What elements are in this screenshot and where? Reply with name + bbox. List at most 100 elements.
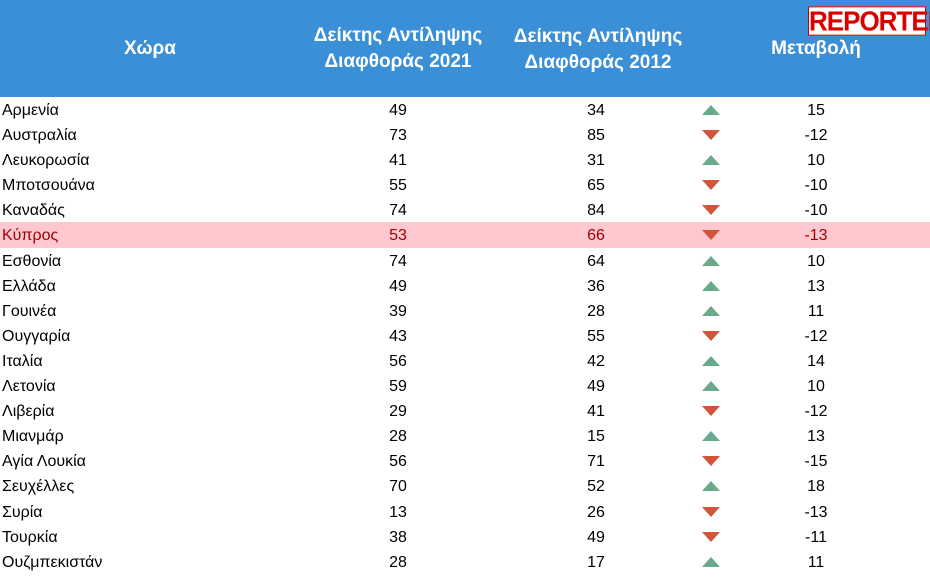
- country-cell: Γουινέα: [2, 302, 57, 320]
- table-row: Αρμενία 49 34 15: [0, 97, 930, 122]
- triangle-up-icon: [701, 298, 721, 323]
- change-cell: 15: [807, 102, 825, 119]
- change-cell: -10: [804, 177, 828, 195]
- table-header: Χώρα Δείκτης Αντίληψης Διαφθοράς 2021 Δε…: [0, 0, 930, 97]
- triangle-up-icon: [701, 423, 721, 448]
- cpi-2012-cell: 84: [587, 202, 605, 220]
- change-cell: -10: [804, 202, 828, 220]
- triangle-up-icon: [701, 248, 721, 273]
- triangle-up-icon: [701, 473, 721, 498]
- table-row: Λετονία 59 49 10: [0, 373, 930, 398]
- cpi-2021-cell: 39: [389, 302, 407, 320]
- change-cell: 11: [807, 553, 825, 571]
- country-cell: Τουρκία: [2, 528, 58, 546]
- table-row: Αυστραλία 73 85 -12: [0, 122, 930, 147]
- table-row: Μποτσουάνα 55 65 -10: [0, 172, 930, 197]
- table-row: Σευχέλλες 70 52 18: [0, 473, 930, 498]
- cpi-2012-cell: 36: [587, 277, 605, 295]
- cpi-2021-cell: 56: [389, 453, 407, 471]
- table-row: Κύπρος 53 66 -13: [0, 222, 930, 248]
- country-cell: Κύπρος: [2, 227, 59, 245]
- cpi-2012-cell: 34: [587, 102, 605, 119]
- country-cell: Αγία Λουκία: [2, 453, 86, 471]
- table-row: Τουρκία 38 49 -11: [0, 524, 930, 549]
- cpi-2021-cell: 56: [389, 352, 407, 370]
- header-cpi-2012: Δείκτης Αντίληψης Διαφθοράς 2012: [513, 25, 683, 73]
- country-cell: Μποτσουάνα: [2, 177, 95, 195]
- change-cell: 14: [807, 352, 825, 370]
- country-cell: Ουγγαρία: [2, 327, 71, 345]
- triangle-up-icon: [701, 373, 721, 398]
- change-cell: -13: [804, 503, 828, 521]
- cpi-2012-cell: 31: [587, 152, 605, 170]
- country-cell: Λιβερία: [2, 403, 55, 421]
- table-row: Ουγγαρία 43 55 -12: [0, 323, 930, 348]
- cpi-2012-cell: 28: [587, 302, 605, 320]
- change-cell: -11: [805, 528, 827, 546]
- change-cell: -12: [804, 127, 828, 145]
- change-cell: 13: [807, 428, 825, 446]
- triangle-down-icon: [701, 398, 721, 423]
- triangle-down-icon: [701, 524, 721, 549]
- cpi-2021-cell: 74: [389, 252, 407, 270]
- triangle-down-icon: [701, 499, 721, 524]
- cpi-2012-cell: 64: [587, 252, 605, 270]
- cpi-2021-cell: 70: [389, 478, 407, 496]
- change-cell: 10: [807, 252, 825, 270]
- cpi-2021-cell: 55: [389, 177, 407, 195]
- cpi-2021-cell: 73: [389, 127, 407, 145]
- change-cell: 13: [807, 277, 825, 295]
- cpi-2012-cell: 85: [587, 127, 605, 145]
- country-cell: Ελλάδα: [2, 277, 56, 295]
- country-cell: Ιταλία: [2, 352, 43, 370]
- country-cell: Σευχέλλες: [2, 478, 75, 496]
- triangle-up-icon: [701, 549, 721, 574]
- country-cell: Εσθονία: [2, 252, 62, 270]
- country-cell: Ουζμπεκιστάν: [2, 553, 103, 571]
- cpi-2021-cell: 59: [389, 378, 407, 396]
- table-row: Λιβερία 29 41 -12: [0, 398, 930, 423]
- country-cell: Καναδάς: [2, 202, 65, 220]
- triangle-down-icon: [701, 222, 721, 247]
- change-cell: 10: [807, 152, 825, 170]
- table-row: Γουινέα 39 28 11: [0, 298, 930, 323]
- table-row: Ουζμπεκιστάν 28 17 11: [0, 549, 930, 574]
- cpi-2021-cell: 43: [389, 327, 407, 345]
- country-cell: Λετονία: [2, 378, 56, 396]
- cpi-2021-cell: 28: [389, 428, 407, 446]
- cpi-2012-cell: 65: [587, 177, 605, 195]
- country-cell: Αρμενία: [2, 102, 59, 119]
- reporter-logo: REPORTER: [808, 5, 930, 37]
- cpi-2021-cell: 13: [389, 503, 407, 521]
- change-cell: 18: [807, 478, 825, 496]
- triangle-up-icon: [701, 273, 721, 298]
- cpi-2012-cell: 41: [587, 403, 605, 421]
- triangle-down-icon: [701, 197, 721, 222]
- change-cell: -12: [804, 327, 828, 345]
- cpi-2012-cell: 49: [587, 378, 605, 396]
- cpi-2012-cell: 71: [587, 453, 605, 471]
- cpi-2021-cell: 28: [389, 553, 407, 571]
- change-cell: 10: [807, 378, 825, 396]
- change-cell: 11: [807, 302, 825, 320]
- cpi-2021-cell: 41: [389, 152, 407, 170]
- table-row: Μιανμάρ 28 15 13: [0, 423, 930, 448]
- table-row: Καναδάς 74 84 -10: [0, 197, 930, 222]
- header-cpi-2021: Δείκτης Αντίληψης Διαφθοράς 2021: [313, 24, 483, 72]
- cpi-2012-cell: 55: [587, 327, 605, 345]
- change-cell: -12: [804, 403, 828, 421]
- cpi-2021-cell: 74: [389, 202, 407, 220]
- country-cell: Συρία: [2, 503, 43, 521]
- table-row: Λευκορωσία 41 31 10: [0, 147, 930, 172]
- table-body: Αρμενία 49 34 15 Αυστραλία 73 85 -12 Λευκορωσία 4…: [0, 97, 930, 574]
- country-cell: Μιανμάρ: [2, 428, 64, 446]
- cpi-2012-cell: 15: [587, 428, 605, 446]
- header-change: Μεταβολή: [771, 38, 861, 59]
- change-cell: -13: [804, 227, 828, 245]
- table-row: Εσθονία 74 64 10: [0, 248, 930, 273]
- triangle-down-icon: [701, 172, 721, 197]
- table-row: Ιταλία 56 42 14: [0, 348, 930, 373]
- cpi-2021-cell: 49: [389, 102, 407, 119]
- cpi-2012-cell: 66: [587, 227, 605, 245]
- country-cell: Λευκορωσία: [2, 152, 90, 170]
